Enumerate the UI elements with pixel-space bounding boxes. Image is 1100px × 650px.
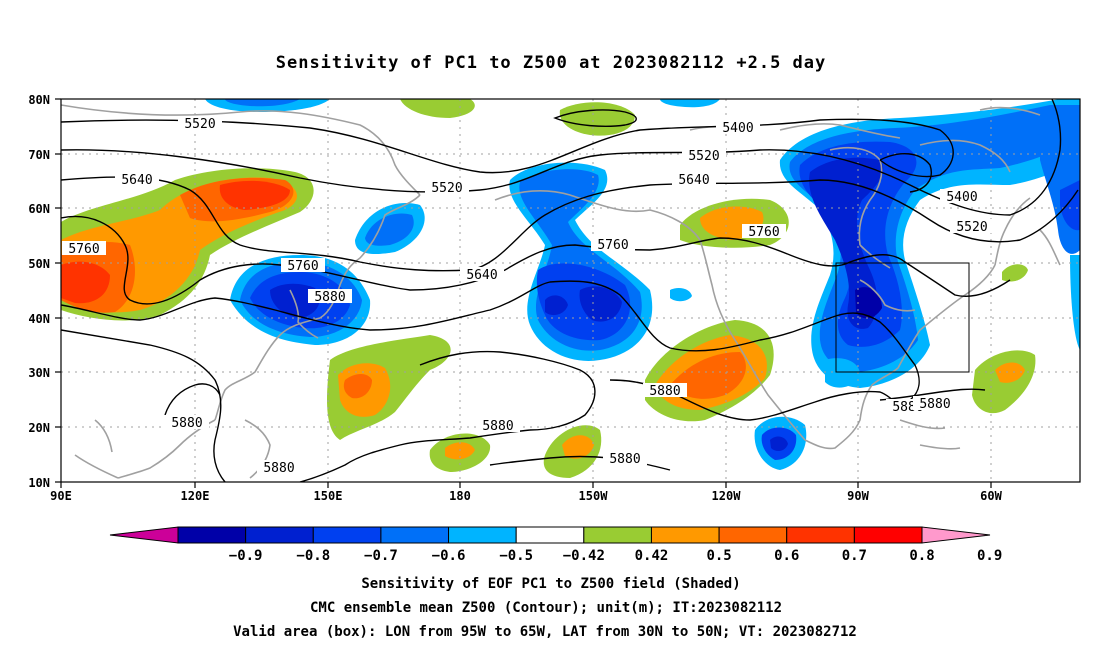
lat-tick-label: 10N xyxy=(28,476,50,490)
svg-text:5880: 5880 xyxy=(649,384,680,399)
lon-tick-label: 150W xyxy=(579,489,609,503)
svg-text:5520: 5520 xyxy=(688,149,719,164)
latitude-axis: 80N 70N 60N 50N 40N 30N 20N 10N xyxy=(28,93,61,490)
negative-sensitivity-regions xyxy=(205,99,1080,470)
svg-text:5400: 5400 xyxy=(722,121,753,136)
contour-label-5640-b: 5640 xyxy=(460,267,504,283)
lon-tick-label: 120E xyxy=(181,489,210,503)
svg-text:5640: 5640 xyxy=(678,173,709,188)
contour-label-5880-a: 5880 xyxy=(308,289,352,305)
lat-tick-label: 70N xyxy=(28,148,50,162)
contour-label-5760-c: 5760 xyxy=(591,237,635,253)
colorbar-label: 0.8 xyxy=(909,548,934,564)
colorbar-label: 0.5 xyxy=(706,548,731,564)
contour-label-5520-a: 5520 xyxy=(178,116,222,132)
svg-text:5640: 5640 xyxy=(121,173,152,188)
lon-tick-label: 120W xyxy=(712,489,742,503)
svg-text:5520: 5520 xyxy=(431,181,462,196)
contour-label-5400-b: 5400 xyxy=(940,189,984,205)
contour-label-5520-d: 5520 xyxy=(950,219,994,235)
colorbar-cell xyxy=(583,526,652,544)
svg-text:5880: 5880 xyxy=(482,419,513,434)
valid-area-box xyxy=(835,262,970,373)
svg-text:5880: 5880 xyxy=(263,461,294,476)
svg-text:5520: 5520 xyxy=(184,117,215,132)
colorbar-cell xyxy=(177,526,247,544)
lon-tick-label: 90E xyxy=(50,489,72,503)
footer-line-3: Valid area (box): LON from 95W to 65W, L… xyxy=(233,624,857,640)
colorbar: −0.9 −0.8 −0.7 −0.6 −0.5 −0.42 0.42 0.5 0.6 0.7 0.… xyxy=(109,526,1003,564)
lat-lon-grid xyxy=(61,99,1080,482)
svg-text:5880: 5880 xyxy=(609,452,640,467)
colorbar-cell xyxy=(786,526,855,544)
map-title: Sensitivity of PC1 to Z500 at 2023082112… xyxy=(276,53,827,73)
longitude-axis: 90E 120E 150E 180 150W 120W 90W 60W xyxy=(50,482,1003,503)
colorbar-cell xyxy=(312,526,382,544)
contour-labels: 5400 5400 5520 5520 5520 5520 5640 5640 … xyxy=(62,116,994,476)
svg-text:5760: 5760 xyxy=(68,242,99,257)
contour-label-5880-h: 5880 xyxy=(913,396,957,412)
footer-line-2: CMC ensemble mean Z500 (Contour); unit(m… xyxy=(310,600,782,616)
svg-text:5760: 5760 xyxy=(287,259,318,274)
svg-text:5880: 5880 xyxy=(171,416,202,431)
colorbar-cell xyxy=(245,526,314,544)
contour-label-5880-e: 5880 xyxy=(603,451,647,467)
lat-tick-label: 20N xyxy=(28,421,50,435)
svg-text:5520: 5520 xyxy=(956,220,987,235)
colorbar-cell xyxy=(515,526,585,544)
colorbar-label: −0.8 xyxy=(296,548,330,564)
colorbar-label: −0.5 xyxy=(499,548,533,564)
lon-tick-label: 180 xyxy=(449,489,471,503)
colorbar-label: −0.7 xyxy=(364,548,398,564)
colorbar-label: 0.6 xyxy=(774,548,799,564)
lat-tick-label: 60N xyxy=(28,202,50,216)
colorbar-label: −0.42 xyxy=(563,548,605,564)
colorbar-cell xyxy=(380,526,450,544)
contour-label-5760-b: 5760 xyxy=(281,258,325,274)
contour-label-5400-a: 5400 xyxy=(716,120,760,136)
contour-label-5880-b: 5880 xyxy=(165,415,209,431)
contour-label-5760-d: 5760 xyxy=(742,224,786,240)
contour-label-5640-c: 5640 xyxy=(672,172,716,188)
svg-text:5760: 5760 xyxy=(597,238,628,253)
colorbar-label: −0.9 xyxy=(229,548,263,564)
footer-line-1: Sensitivity of EOF PC1 to Z500 field (Sh… xyxy=(361,576,740,592)
colorbar-label: 0.9 xyxy=(977,548,1002,564)
lon-tick-label: 90W xyxy=(847,489,869,503)
svg-text:5640: 5640 xyxy=(466,268,497,283)
colorbar-label: 0.7 xyxy=(842,548,867,564)
lat-tick-label: 40N xyxy=(28,312,50,326)
lat-tick-label: 50N xyxy=(28,257,50,271)
colorbar-cells xyxy=(177,526,923,544)
colorbar-cell xyxy=(650,526,720,544)
colorbar-label: −0.6 xyxy=(432,548,466,564)
svg-text:5760: 5760 xyxy=(748,225,779,240)
lat-tick-label: 30N xyxy=(28,366,50,380)
colorbar-max-triangle xyxy=(921,526,991,544)
coastlines xyxy=(61,104,1061,479)
colorbar-label: 0.42 xyxy=(635,548,669,564)
contour-label-5520-c: 5520 xyxy=(682,148,726,164)
colorbar-cell xyxy=(853,526,923,544)
colorbar-cell xyxy=(718,526,788,544)
lon-tick-label: 150E xyxy=(314,489,343,503)
contour-label-5640-a: 5640 xyxy=(115,172,159,188)
map-plot-area: 5400 5400 5520 5520 5520 5520 5640 5640 … xyxy=(61,99,1080,482)
positive-sensitivity-regions xyxy=(61,99,1036,478)
svg-text:5400: 5400 xyxy=(946,190,977,205)
colorbar-labels: −0.9 −0.8 −0.7 −0.6 −0.5 −0.42 0.42 0.5 0.6 0.7 0.… xyxy=(229,548,1003,564)
map-frame xyxy=(60,98,1081,483)
colorbar-cell xyxy=(448,526,517,544)
contour-label-5880-c: 5880 xyxy=(257,460,301,476)
contour-label-5880-f: 5880 xyxy=(643,383,687,399)
contour-label-5760-a: 5760 xyxy=(62,241,106,257)
contour-label-5880-d: 5880 xyxy=(476,418,520,434)
lon-tick-label: 60W xyxy=(980,489,1002,503)
lat-tick-label: 80N xyxy=(28,93,50,107)
svg-text:5880: 5880 xyxy=(314,290,345,305)
colorbar-min-triangle xyxy=(109,526,179,544)
svg-text:5880: 5880 xyxy=(919,397,950,412)
contour-label-5520-b: 5520 xyxy=(425,180,469,196)
